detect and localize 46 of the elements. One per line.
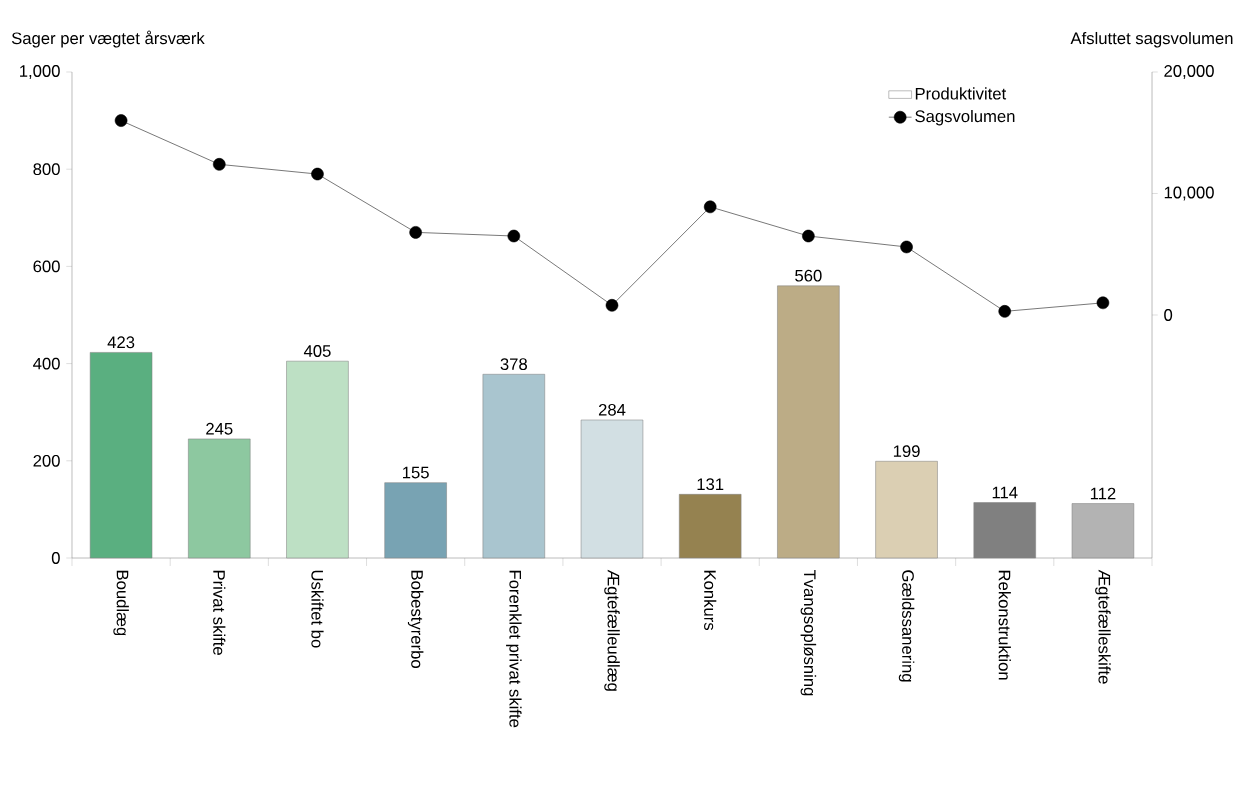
point [703, 200, 717, 214]
y-axis-title: Sager per vægtet årsværk [11, 30, 205, 48]
data-label: 199 [893, 445, 920, 458]
point [900, 240, 913, 254]
point [311, 167, 324, 181]
y2-tick-label: 0 [1164, 309, 1173, 321]
data-label: 405 [303, 345, 331, 357]
x-tick-label: Forenklet privat skifte [506, 570, 522, 728]
y2-tick-label: 10,000 [1164, 186, 1214, 201]
x-tick-label: Bobestyrerbo [407, 570, 424, 668]
x-tick-label: Konkurs [704, 570, 717, 631]
point [409, 226, 422, 239]
data-label: 131 [697, 478, 724, 491]
legend-label: Sagsvolumen [915, 109, 1015, 126]
data-label: 560 [795, 269, 822, 282]
y-tick-label: 0 [51, 552, 60, 564]
data-label: 155 [403, 466, 429, 479]
legend-label: Produktivitet [915, 87, 1007, 100]
x-tick-label: Boudlæg [113, 570, 129, 636]
point [605, 299, 619, 312]
x-tick-label: Privat skifte [213, 570, 226, 655]
point [114, 114, 128, 127]
x-tick-label: Uskiftet bo [311, 570, 324, 648]
data-label: 114 [992, 486, 1018, 499]
x-tick-label: Ægtefælleskifte [1095, 569, 1111, 684]
y-tick-label: 200 [33, 454, 60, 467]
x-tick-label: Gældssanering [898, 570, 915, 682]
point [213, 158, 226, 171]
y-tick-label: 1,000 [20, 65, 60, 79]
data-label: 112 [1090, 487, 1116, 500]
point [507, 229, 521, 243]
data-label: 245 [206, 422, 233, 435]
x-tick-label: Tvangsopløsning [800, 569, 817, 696]
data-label: 423 [107, 336, 135, 349]
data-label: 378 [500, 358, 528, 371]
point [802, 229, 815, 243]
y-tick-label: 400 [33, 357, 60, 370]
y-tick-label: 800 [33, 163, 60, 176]
y2-tick-label: 20,000 [1164, 65, 1214, 79]
x-tick-label: Rekonstruktion [998, 570, 1011, 680]
x-tick-label: Ægtefælleudlæg [604, 569, 620, 691]
point [998, 305, 1012, 318]
point [1096, 296, 1110, 310]
data-label: 284 [598, 403, 626, 416]
y-tick-label: 600 [33, 260, 60, 273]
y2-axis-title: Afsluttet sagsvolumen [1070, 31, 1233, 48]
